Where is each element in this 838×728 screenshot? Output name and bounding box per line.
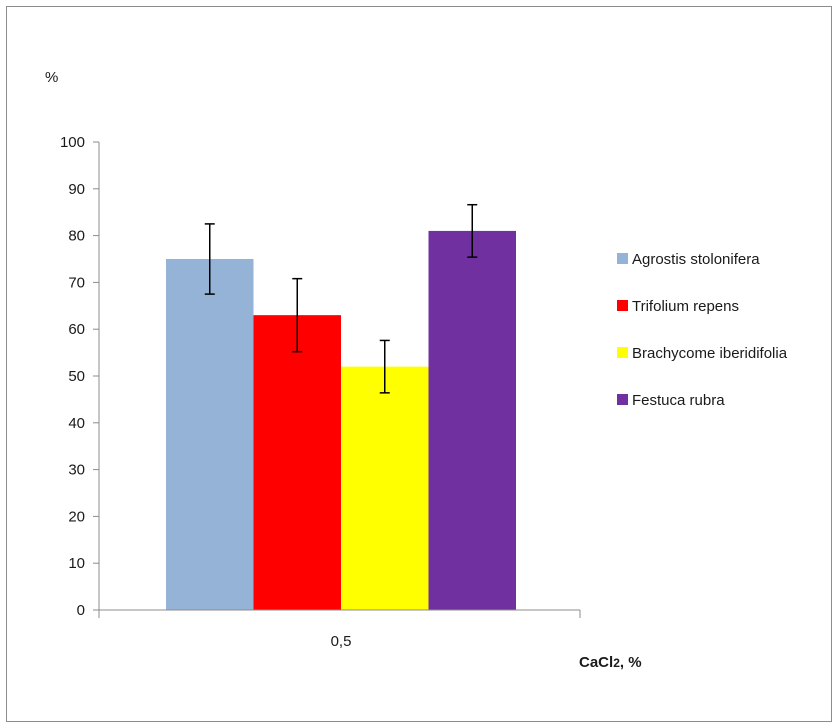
x-category-label: 0,5: [331, 633, 352, 650]
y-axis: 0 10 20 30 40 50 60 70 80 90 100: [60, 134, 100, 619]
bars: [166, 230, 516, 611]
y-tick-label: 10: [68, 555, 85, 572]
y-tick-label: 40: [68, 415, 85, 432]
x-axis: 0,5: [98, 609, 581, 650]
y-tick-label: 20: [68, 508, 85, 525]
bar-brachycome-iberidifolia: [341, 366, 429, 610]
y-axis-title: %: [45, 69, 58, 86]
y-tick-label: 100: [60, 134, 85, 151]
y-tick-label: 0: [77, 602, 85, 619]
bar-festuca-rubra: [428, 230, 516, 611]
bar-trifolium-repens: [253, 315, 341, 610]
x-axis-title: CaCl2, %: [579, 654, 642, 671]
legend-label: Festuca rubra: [632, 392, 725, 409]
legend-label: Trifolium repens: [632, 298, 739, 315]
legend-swatch: [617, 347, 628, 358]
y-tick-label: 30: [68, 462, 85, 479]
y-tick-label: 90: [68, 181, 85, 198]
legend-swatch: [617, 394, 628, 405]
legend-label: Agrostis stolonifera: [632, 251, 760, 268]
y-tick-label: 50: [68, 368, 85, 385]
y-tick-label: 80: [68, 228, 85, 245]
x-axis-title-main: CaCl: [579, 654, 613, 671]
legend-swatch: [617, 300, 628, 311]
legend-label: Brachycome iberidifolia: [632, 345, 788, 362]
y-tick-label: 70: [68, 274, 85, 291]
x-axis-title-subscript: 2: [613, 656, 620, 670]
legend: Agrostis stolonifera Trifolium repens Brac…: [617, 251, 788, 409]
bar-agrostis-stolonifera: [166, 259, 254, 610]
x-axis-title-suffix: , %: [620, 654, 642, 671]
y-tick-label: 60: [68, 321, 85, 338]
error-bars: [204, 203, 478, 394]
legend-swatch: [617, 253, 628, 264]
